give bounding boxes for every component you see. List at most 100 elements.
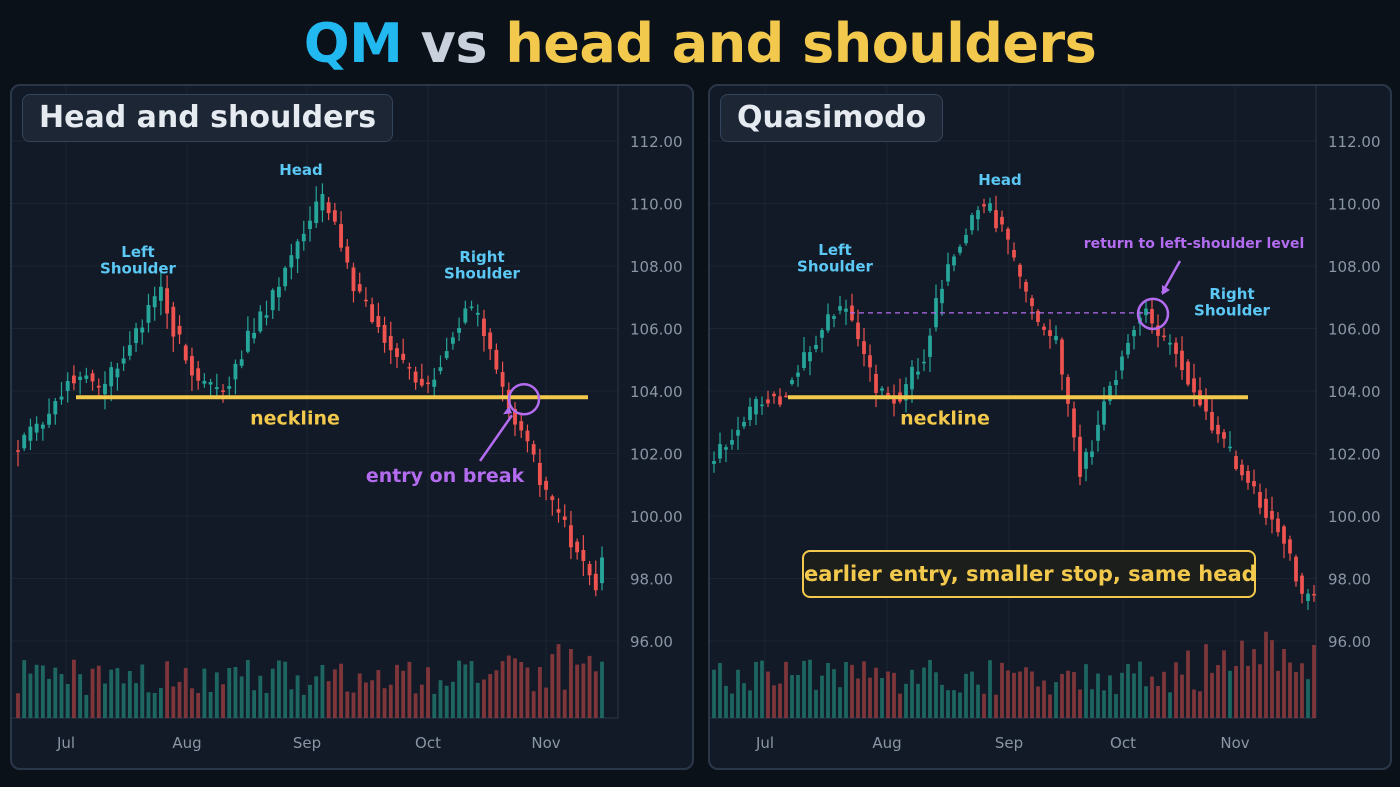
- volume-bar: [84, 694, 89, 718]
- candle-body: [1174, 342, 1178, 354]
- head-label: Head: [978, 171, 1022, 189]
- candle-body: [214, 387, 219, 390]
- candle-body: [270, 290, 275, 311]
- return-label: return to left-shoulder level: [1084, 236, 1305, 252]
- volume-bar: [718, 663, 722, 718]
- candle-body: [183, 345, 188, 361]
- volume-bar: [970, 671, 974, 718]
- volume-bar: [796, 674, 800, 718]
- y-tick-label: 108.00: [630, 258, 683, 276]
- candle-body: [134, 328, 138, 344]
- volume-bar: [1138, 661, 1142, 718]
- candle-body: [820, 330, 824, 338]
- y-tick-label: 96.00: [1328, 633, 1371, 651]
- y-tick-label: 98.00: [1328, 571, 1371, 589]
- candle-body: [1210, 412, 1214, 431]
- candle-body: [742, 421, 746, 427]
- candle-body: [712, 461, 716, 464]
- volume-bar: [1228, 670, 1232, 718]
- volume-bar: [320, 664, 325, 718]
- volume-bar: [283, 661, 288, 718]
- volume-bar: [575, 664, 580, 718]
- volume-bar: [886, 671, 890, 718]
- candle-body: [838, 306, 842, 311]
- candle-body: [28, 426, 33, 441]
- volume-bar: [742, 683, 746, 718]
- volume-bar: [469, 661, 474, 718]
- volume-bar: [531, 691, 536, 718]
- candle-body: [958, 246, 962, 253]
- volume-bar: [1024, 667, 1028, 718]
- volume-bar: [904, 683, 908, 718]
- candle-body: [401, 353, 406, 360]
- candle-body: [289, 255, 294, 268]
- volume-bar: [482, 679, 486, 718]
- candle-body: [109, 367, 114, 387]
- y-tick-label: 104.00: [1328, 383, 1381, 401]
- candle-body: [1108, 385, 1112, 401]
- entry-label: entry on break: [366, 465, 525, 487]
- y-tick-label: 102.00: [630, 446, 683, 464]
- candle-body: [513, 408, 517, 425]
- candle-body: [581, 550, 586, 562]
- candle-body: [892, 395, 896, 404]
- candle-body: [994, 210, 998, 229]
- candle-body: [419, 378, 424, 386]
- candle-body: [1072, 408, 1076, 438]
- candle-body: [146, 305, 151, 323]
- candle-body: [525, 430, 530, 442]
- volume-bar: [808, 659, 812, 718]
- candle-body: [916, 371, 920, 375]
- candle-body: [928, 335, 932, 357]
- candle-body: [376, 316, 381, 328]
- volume-bar: [363, 682, 368, 718]
- volume-bar: [1042, 680, 1046, 718]
- volume-bar: [748, 690, 752, 718]
- candle-body: [1252, 481, 1256, 487]
- volume-bar: [90, 668, 95, 718]
- candle-body: [1246, 470, 1250, 483]
- candle-body: [1270, 510, 1274, 520]
- y-tick-label: 102.00: [1328, 446, 1381, 464]
- left-shoulder-label: Left Shoulder: [100, 243, 177, 278]
- volume-bar: [270, 668, 275, 718]
- volume-bar: [190, 688, 194, 718]
- candle-body: [177, 325, 182, 335]
- volume-bar: [16, 693, 20, 718]
- volume-bar: [844, 662, 848, 718]
- volume-bar: [158, 688, 163, 718]
- volume-bar: [1174, 662, 1178, 718]
- volume-bar: [1150, 676, 1154, 718]
- candle-body: [1120, 356, 1124, 371]
- candle-body: [450, 337, 455, 344]
- volume-bar: [940, 684, 944, 718]
- volume-bar: [600, 661, 604, 718]
- volume-bar: [214, 672, 219, 718]
- volume-bar: [790, 675, 794, 718]
- candle-body: [444, 351, 449, 359]
- candle-body: [550, 496, 555, 501]
- candle-body: [1162, 335, 1166, 338]
- volume-bar: [1186, 650, 1190, 718]
- candle-body: [1012, 250, 1016, 258]
- candle-body: [826, 314, 830, 331]
- candle-body: [494, 349, 499, 370]
- volume-bar: [880, 677, 884, 718]
- y-tick-label: 106.00: [1328, 321, 1381, 339]
- candle-body: [1228, 446, 1232, 449]
- candle-body: [171, 306, 176, 337]
- candle-body: [71, 375, 76, 384]
- candle-body: [856, 322, 860, 340]
- volume-bar: [1300, 663, 1304, 718]
- candle-body: [988, 203, 992, 211]
- volume-bar: [712, 669, 716, 718]
- candle-body: [796, 372, 800, 377]
- panel-title-left: Head and shoulders: [22, 94, 394, 142]
- candle-body: [78, 376, 83, 380]
- candle-body: [158, 286, 163, 301]
- entry-arrow-head: [503, 406, 512, 415]
- volume-bar: [856, 678, 860, 718]
- candle-body: [531, 444, 536, 455]
- volume-bar: [550, 654, 555, 718]
- quasimodo-panel: 112.00 110.00 108.00 106.00 104.00 102.00 100.…: [708, 84, 1392, 770]
